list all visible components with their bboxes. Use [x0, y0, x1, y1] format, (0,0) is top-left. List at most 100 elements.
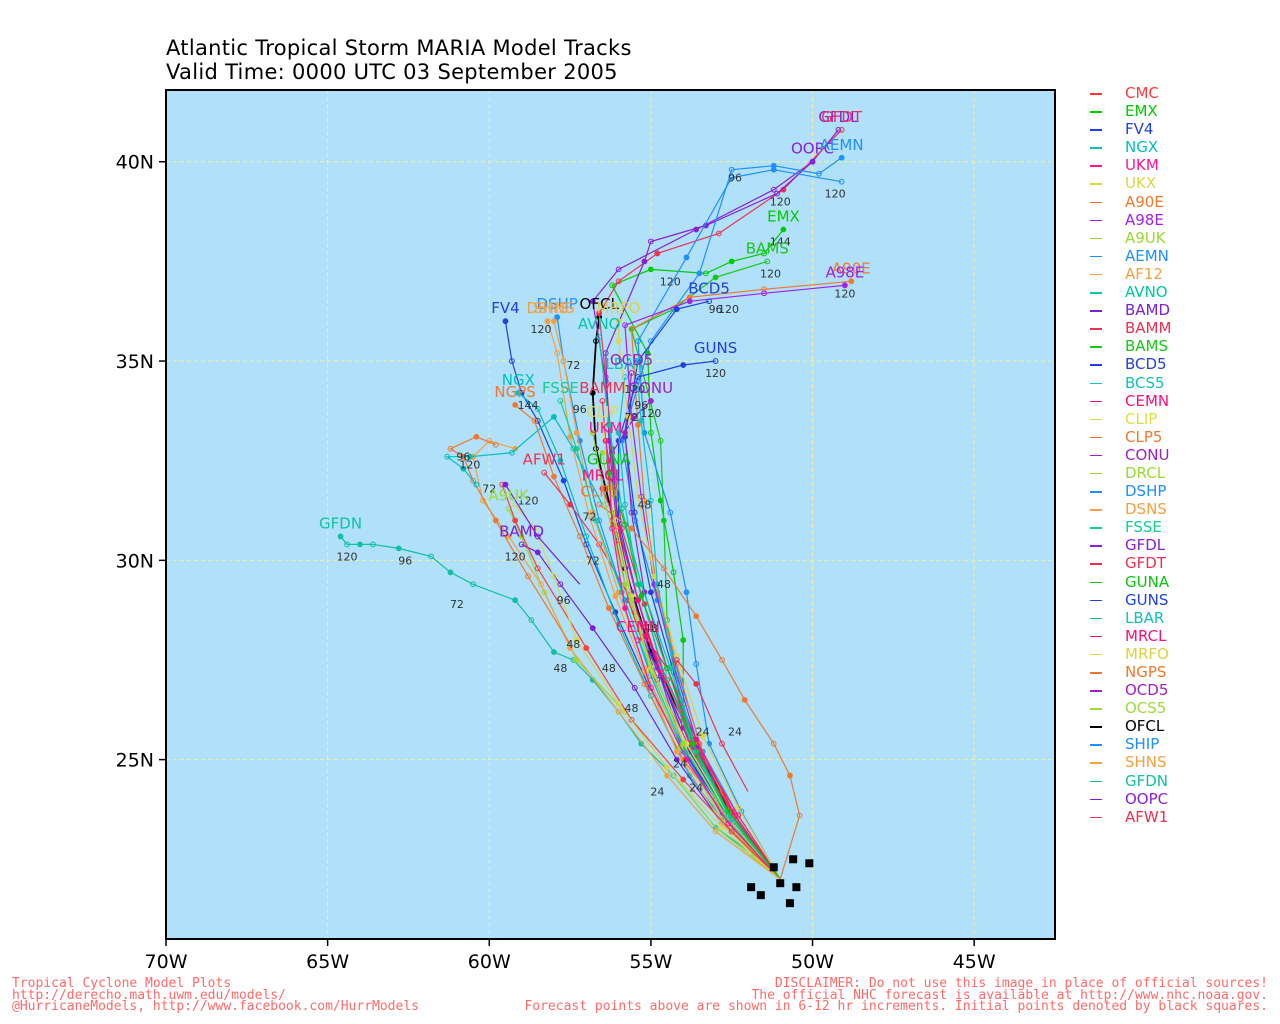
track-point: [696, 270, 703, 277]
grid-lines: [165, 90, 1055, 939]
track-point: [725, 820, 732, 827]
footer-site-url[interactable]: http://derecho.math.uwm.edu/models/: [12, 987, 286, 1003]
track-point: [544, 318, 551, 325]
legend-item-af12: AF12: [1088, 265, 1188, 283]
track-point: [690, 740, 696, 747]
track-point: [525, 573, 531, 580]
end-label-gfdt: GFDT: [821, 108, 863, 126]
legend-swatch: [1090, 509, 1102, 511]
track-point: [725, 808, 732, 815]
track-point: [612, 517, 619, 524]
track-point: [395, 545, 402, 552]
hour-label: 120: [834, 287, 855, 300]
track-point: [602, 437, 609, 444]
legend-label: DSHP: [1125, 482, 1167, 501]
track-point: [728, 174, 735, 181]
track-point: [660, 565, 667, 572]
track-point: [680, 740, 687, 747]
track-point: [589, 298, 596, 305]
legend-label: DSNS: [1125, 500, 1167, 519]
hour-label: 144: [518, 399, 539, 412]
legend-item-lbar: LBAR: [1088, 609, 1188, 627]
end-label-cemn: CEMN: [616, 618, 660, 636]
track-point: [635, 421, 641, 428]
legend-label: MRCL: [1125, 626, 1167, 645]
track-point: [683, 254, 690, 261]
end-label-clp5: CLP5: [580, 483, 617, 501]
hour-label: 96: [573, 403, 587, 416]
initial-point-square: [805, 859, 814, 868]
legend-swatch: [1090, 762, 1102, 764]
legend-label: FSSE: [1125, 518, 1162, 537]
track-point: [622, 581, 628, 588]
end-label-oopc: OOPC: [791, 140, 834, 158]
legend-item-emx: EMX: [1088, 102, 1188, 120]
legend-label: EMX: [1125, 102, 1158, 121]
initial-point-square: [789, 855, 798, 864]
track-bcs5: [637, 384, 781, 880]
track-point: [728, 828, 735, 835]
track-clp5: [449, 436, 571, 645]
track-point: [602, 501, 609, 508]
track-point: [683, 756, 690, 763]
track-point: [809, 158, 816, 165]
initial-point-square: [776, 879, 785, 888]
track-point: [631, 509, 638, 516]
track-point: [638, 593, 645, 600]
footer-social[interactable]: @HurricaneModels, http://www.facebook.co…: [12, 999, 419, 1014]
legend-swatch: [1090, 491, 1102, 493]
legend-swatch: [1090, 635, 1102, 638]
track-bamd: [504, 484, 581, 585]
track-point: [761, 286, 767, 293]
track-point: [573, 637, 580, 643]
hour-label: 72: [482, 483, 496, 496]
track-point: [567, 501, 573, 508]
track-point: [635, 382, 641, 388]
legend-item-ocd5: OCD5: [1088, 681, 1188, 699]
legend-swatch: [1090, 472, 1102, 475]
track-point: [551, 649, 557, 655]
track-point: [764, 258, 771, 265]
track-point: [732, 812, 738, 819]
track-point: [447, 445, 454, 452]
legend-swatch: [1090, 201, 1102, 204]
legend-swatch: [1090, 364, 1102, 366]
track-point: [816, 170, 822, 177]
end-label-afw1: AFW1: [523, 451, 566, 469]
track-point: [593, 338, 599, 345]
legend-label: GFDN: [1125, 771, 1169, 790]
legend-swatch: [1090, 400, 1102, 403]
legend-item-gfdl: GFDL: [1088, 536, 1188, 554]
legend-swatch: [1090, 382, 1102, 384]
track-point: [447, 569, 454, 576]
hour-label: 96: [709, 303, 723, 316]
track-point: [605, 605, 612, 612]
track-point: [551, 473, 557, 480]
legend-label: CONU: [1125, 445, 1170, 464]
legend-label: MRFO: [1125, 644, 1169, 663]
end-label-mrcl: MRCL: [582, 467, 624, 485]
hour-label: 120: [770, 196, 791, 209]
end-label-mrfo: MRFO: [597, 299, 641, 317]
track-point: [596, 334, 603, 341]
lon-tick-label: 45W: [953, 951, 996, 973]
hour-label: 120: [530, 323, 551, 336]
ocean-area: [166, 90, 1055, 939]
footer-disclaimer: DISCLAIMER: Do not use this image in pla…: [524, 977, 1268, 1012]
track-point: [596, 517, 603, 524]
hour-label: 120: [718, 303, 739, 316]
track-point: [560, 477, 567, 484]
hour-label: 96: [456, 451, 470, 464]
track-point: [541, 469, 548, 476]
track-point: [605, 457, 612, 464]
track-point: [770, 186, 777, 193]
legend-item-guna: GUNA: [1088, 573, 1188, 591]
track-point: [664, 665, 670, 671]
valid-time: Valid Time: 0000 UTC 03 September 2005: [166, 60, 618, 84]
track-point: [589, 429, 596, 436]
track-point: [631, 684, 638, 691]
model-tracks: [337, 126, 855, 880]
end-label-gfdn: GFDN: [319, 514, 362, 532]
track-point: [667, 665, 674, 671]
